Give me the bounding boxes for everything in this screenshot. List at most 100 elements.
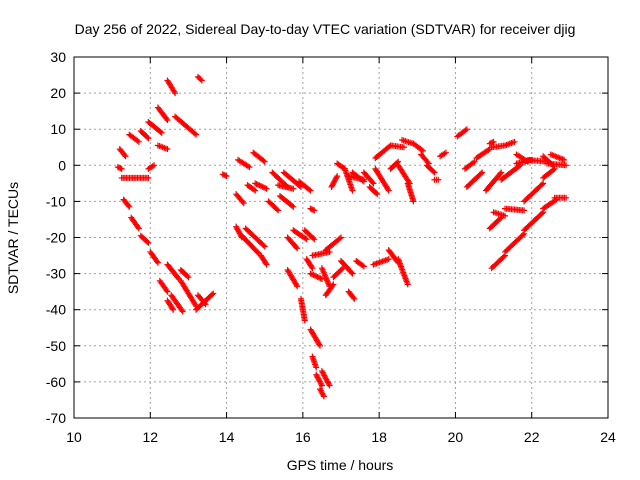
data-segment: [137, 128, 152, 142]
data-point: [301, 317, 308, 324]
data-point: [313, 364, 320, 371]
data-segment: [322, 234, 344, 254]
data-point: [209, 291, 216, 298]
data-segment: [128, 214, 142, 232]
data-segment: [154, 142, 171, 153]
data-segment: [250, 149, 268, 165]
data-point: [144, 134, 151, 141]
data-point: [497, 170, 504, 177]
data-point: [550, 166, 557, 173]
data-point: [318, 382, 325, 389]
data-segment: [540, 165, 558, 181]
data-point: [240, 200, 247, 207]
data-segment: [238, 232, 262, 257]
data-segment: [345, 288, 358, 302]
x-tick-label: 10: [66, 429, 82, 445]
data-segment: [490, 209, 509, 219]
y-tick-label: -70: [46, 410, 66, 426]
data-segment: [284, 234, 301, 252]
data-segment: [118, 174, 152, 181]
data-segment: [330, 265, 346, 281]
data-point: [170, 306, 177, 313]
data-points: [114, 73, 570, 400]
data-point: [404, 281, 411, 288]
data-point: [500, 253, 507, 260]
data-point: [430, 168, 437, 175]
data-point: [316, 341, 323, 348]
data-segment: [177, 277, 200, 310]
data-point: [471, 158, 478, 165]
data-segment: [252, 180, 270, 192]
data-point: [134, 224, 141, 231]
data-point: [157, 128, 164, 135]
data-point: [348, 269, 355, 276]
data-point: [317, 342, 324, 349]
data-point: [333, 174, 340, 181]
data-point: [310, 206, 317, 213]
data-point: [145, 174, 152, 181]
data-point: [326, 382, 333, 389]
data-segment: [309, 353, 320, 371]
data-segment: [502, 205, 528, 214]
data-point: [302, 235, 309, 242]
data-segment: [454, 126, 470, 140]
data-segment: [461, 158, 478, 172]
data-segment: [242, 225, 268, 250]
data-segment: [301, 227, 318, 243]
data-segment: [168, 292, 186, 315]
data-point: [153, 258, 160, 265]
data-point: [420, 147, 427, 154]
data-point: [144, 238, 151, 245]
data-point: [360, 263, 367, 270]
data-point: [250, 186, 257, 193]
x-tick-label: 24: [600, 429, 616, 445]
data-point: [290, 185, 297, 192]
data-point: [164, 117, 171, 124]
y-tick-label: -10: [46, 193, 66, 209]
data-segment: [488, 252, 509, 272]
x-tick-label: 22: [524, 429, 540, 445]
data-point: [521, 207, 528, 214]
data-segment: [423, 162, 438, 176]
data-point: [294, 245, 301, 252]
data-point: [329, 282, 336, 289]
data-segment: [431, 176, 442, 183]
y-tick-label: -60: [46, 374, 66, 390]
data-segment: [317, 386, 327, 400]
data-segment: [164, 77, 179, 97]
data-point: [338, 266, 345, 273]
data-segment: [120, 196, 133, 210]
data-point: [290, 203, 297, 210]
data-segment: [521, 180, 547, 205]
data-point: [122, 153, 129, 160]
data-point: [462, 127, 469, 134]
data-segment: [114, 164, 125, 172]
data-point: [201, 299, 208, 306]
data-point: [334, 173, 341, 180]
data-point: [172, 90, 179, 97]
data-point: [351, 295, 358, 302]
data-segment: [164, 261, 182, 283]
data-point: [311, 236, 318, 243]
data-point: [470, 159, 477, 166]
data-segment: [482, 169, 505, 194]
data-point: [193, 131, 200, 138]
data-point: [563, 194, 570, 201]
data-segment: [145, 118, 165, 136]
data-segment: [437, 149, 449, 160]
data-point: [400, 144, 407, 151]
data-segment: [309, 248, 333, 259]
data-point: [540, 180, 547, 187]
data-point: [289, 202, 296, 209]
data-point: [349, 187, 356, 194]
y-tick-label: -40: [46, 302, 66, 318]
y-tick-label: -20: [46, 230, 66, 246]
data-segment: [303, 256, 316, 272]
data-point: [369, 179, 376, 186]
data-segment: [322, 281, 337, 299]
data-segment: [338, 257, 356, 277]
data-point: [442, 149, 449, 156]
data-segment: [502, 138, 518, 149]
data-point: [385, 187, 392, 194]
